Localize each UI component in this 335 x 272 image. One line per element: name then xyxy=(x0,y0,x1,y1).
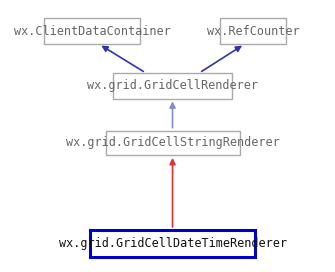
FancyBboxPatch shape xyxy=(220,18,286,44)
FancyBboxPatch shape xyxy=(45,18,140,44)
Text: wx.RefCounter: wx.RefCounter xyxy=(207,25,299,38)
FancyBboxPatch shape xyxy=(106,131,240,155)
Text: wx.grid.GridCellDateTimeRenderer: wx.grid.GridCellDateTimeRenderer xyxy=(59,237,286,250)
Text: wx.grid.GridCellRenderer: wx.grid.GridCellRenderer xyxy=(87,79,258,92)
FancyBboxPatch shape xyxy=(90,230,255,257)
Text: wx.ClientDataContainer: wx.ClientDataContainer xyxy=(14,25,171,38)
FancyBboxPatch shape xyxy=(113,73,232,98)
Text: wx.grid.GridCellStringRenderer: wx.grid.GridCellStringRenderer xyxy=(66,136,279,149)
